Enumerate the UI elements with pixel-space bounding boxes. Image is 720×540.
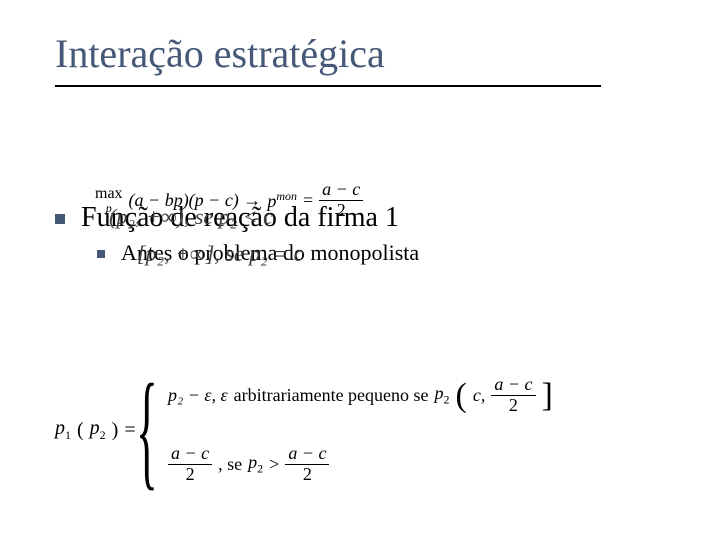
slide: Interação estratégica Função de reação d… — [0, 0, 720, 540]
pw-r2-gt: > — [269, 454, 279, 475]
pw-r1-text: arbitrariamente pequeno se — [234, 385, 429, 406]
pw-r2-fn: a − c — [168, 444, 212, 464]
pw-r1-psub: 2 — [444, 393, 450, 407]
mono-frac-num: a − c — [319, 180, 363, 200]
pw-r1-lhs: p₂ − ε, ε — [168, 385, 228, 406]
pw-r1-fd: 2 — [506, 396, 521, 416]
pw-p: p — [55, 417, 65, 439]
pw-r2-sep: , se — [218, 454, 242, 475]
mono-max-sub: p — [106, 202, 112, 214]
mono-frac-den: 2 — [334, 201, 349, 221]
pw-eq: = — [124, 419, 135, 442]
page-title: Interação estratégica — [55, 30, 675, 77]
piecewise-row-2: a − c 2 , se p2 > a − c 2 — [168, 444, 553, 485]
bullet-square-small-icon — [97, 250, 105, 258]
mono-max: max — [95, 186, 123, 202]
pw-r2-rn: a − c — [285, 444, 329, 464]
mono-paren: (a − bp)(p − c) → — [129, 190, 262, 211]
pw-r1-fn: a − c — [491, 375, 535, 395]
bullet-level2-label: Antes o problema do monopolista — [121, 240, 419, 265]
mono-frac: a − c 2 — [319, 180, 363, 221]
pw-r1-open: ( — [456, 387, 467, 404]
pw-r2-psub: 2 — [257, 462, 263, 476]
bullet-square-icon — [55, 214, 65, 224]
brace-icon: { — [136, 365, 158, 495]
mono-eq: = — [303, 190, 313, 211]
pw-r2-p: p — [248, 452, 257, 472]
equation-monopoly: max p (a − bp)(p − c) → pmon = a − c 2 — [95, 180, 363, 221]
title-underline — [55, 85, 601, 87]
equation-piecewise: p1 ( p2 ) = { p₂ − ε, ε arbitrariamente … — [55, 365, 553, 495]
pw-sub1: 1 — [65, 428, 71, 442]
pw-r1-p: p — [435, 383, 444, 403]
pw-r1-close: ] — [542, 387, 553, 404]
pw-p2: p — [90, 417, 100, 439]
pw-r2-rd: 2 — [300, 465, 315, 485]
bullet-level2-text: Antes o problema do monopolista [p₂, +∞]… — [121, 240, 419, 266]
pw-r2-fd: 2 — [183, 465, 198, 485]
bullet-level2: Antes o problema do monopolista [p₂, +∞]… — [97, 240, 675, 266]
pw-sub2: 2 — [100, 428, 106, 442]
pw-r1-c: c, — [473, 385, 486, 406]
piecewise-row-1: p₂ − ε, ε arbitrariamente pequeno se p2 … — [168, 375, 553, 416]
mono-psup: mon — [276, 189, 297, 203]
